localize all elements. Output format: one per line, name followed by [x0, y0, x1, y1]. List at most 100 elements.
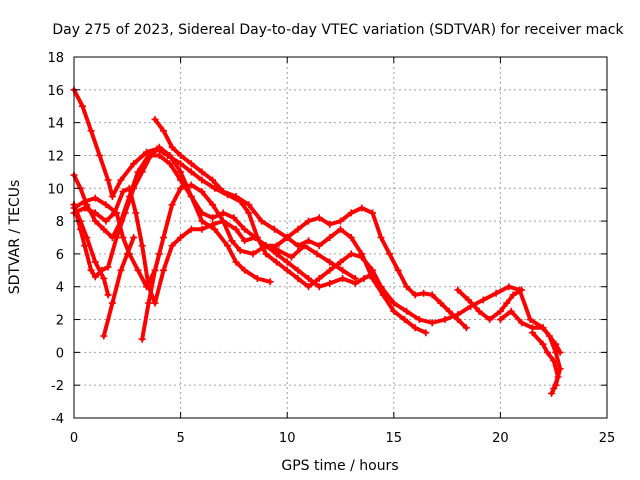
- data-point: [273, 258, 280, 266]
- data-point: [305, 275, 312, 282]
- data-point: [177, 168, 185, 176]
- data-point: [168, 143, 176, 151]
- data-point: [390, 307, 398, 315]
- data-point: [168, 242, 176, 250]
- data-point: [351, 275, 359, 282]
- data-point: [104, 291, 112, 299]
- data-point: [209, 214, 217, 222]
- data-point: [177, 184, 185, 192]
- y-tick-label: 16: [47, 84, 64, 99]
- data-point: [258, 217, 266, 225]
- data-point: [100, 332, 108, 340]
- series-layer: [70, 86, 564, 397]
- series-track-10: [454, 286, 526, 323]
- data-point: [505, 283, 513, 291]
- data-point: [347, 209, 355, 217]
- y-tick-label: 12: [47, 149, 64, 164]
- series-track-12: [528, 329, 562, 392]
- data-point: [130, 160, 138, 168]
- data-point: [347, 250, 355, 258]
- data-point: [339, 266, 347, 274]
- data-point: [121, 209, 129, 217]
- data-point: [262, 242, 270, 250]
- data-point: [294, 275, 302, 282]
- data-point: [219, 188, 227, 196]
- data-point: [145, 299, 153, 307]
- data-point: [386, 250, 393, 258]
- data-point: [315, 283, 323, 291]
- data-point: [422, 329, 430, 337]
- data-point: [394, 266, 402, 274]
- data-point: [219, 217, 227, 225]
- data-point: [123, 250, 131, 258]
- data-point: [91, 258, 99, 266]
- data-point: [509, 291, 517, 299]
- data-point: [236, 247, 244, 255]
- data-point: [155, 152, 163, 159]
- series-line: [72, 183, 358, 289]
- x-tick-labels: 0 5 10 15 20 25: [70, 431, 615, 446]
- y-tick-label: 8: [56, 215, 64, 230]
- data-point: [209, 176, 217, 184]
- series-line: [455, 288, 524, 322]
- data-point: [91, 217, 99, 225]
- data-point: [262, 250, 270, 258]
- data-point: [209, 201, 217, 209]
- data-point: [102, 217, 110, 225]
- data-point: [83, 234, 91, 241]
- data-point: [241, 225, 249, 233]
- data-point: [275, 247, 283, 255]
- data-point: [125, 184, 133, 192]
- data-point: [283, 266, 291, 274]
- data-point: [224, 242, 231, 250]
- data-point: [108, 193, 116, 200]
- data-point: [96, 152, 104, 159]
- data-point: [518, 286, 526, 294]
- data-point: [209, 220, 217, 228]
- y-tick-label: 10: [47, 182, 64, 197]
- data-point: [369, 209, 376, 217]
- data-point: [160, 234, 167, 241]
- data-point: [104, 263, 112, 271]
- x-tick-label: 20: [492, 431, 509, 446]
- series-track-5: [70, 184, 430, 337]
- data-point: [379, 291, 387, 299]
- data-point: [151, 266, 159, 274]
- data-point: [266, 278, 274, 286]
- y-tick-label: 4: [56, 281, 64, 296]
- data-point: [177, 160, 185, 168]
- data-point: [160, 127, 167, 135]
- data-point: [411, 291, 419, 299]
- x-tick-label: 25: [599, 431, 616, 446]
- data-point: [198, 225, 206, 233]
- data-point: [138, 168, 146, 176]
- data-point: [526, 316, 534, 323]
- data-point: [337, 217, 344, 225]
- data-point: [168, 201, 176, 209]
- series-track-3: [70, 143, 274, 286]
- x-tick-label: 0: [70, 431, 78, 446]
- series-track-8: [100, 234, 138, 340]
- data-point: [326, 266, 334, 274]
- data-point: [283, 258, 291, 266]
- y-tick-label: 6: [56, 248, 64, 263]
- data-point: [420, 289, 428, 297]
- data-point: [337, 258, 344, 266]
- series-line: [72, 87, 563, 355]
- data-point: [369, 275, 376, 282]
- data-point: [411, 324, 419, 332]
- data-point: [241, 266, 249, 274]
- data-point: [91, 194, 99, 202]
- data-point: [415, 316, 423, 323]
- data-point: [119, 234, 127, 241]
- data-point: [390, 299, 398, 307]
- data-point: [294, 225, 302, 233]
- y-tick-label: 0: [56, 346, 64, 361]
- y-tick-label: 2: [56, 314, 64, 329]
- data-point: [313, 250, 321, 258]
- data-point: [138, 242, 146, 250]
- data-point: [437, 299, 445, 307]
- data-point: [441, 316, 449, 323]
- data-point: [104, 176, 112, 184]
